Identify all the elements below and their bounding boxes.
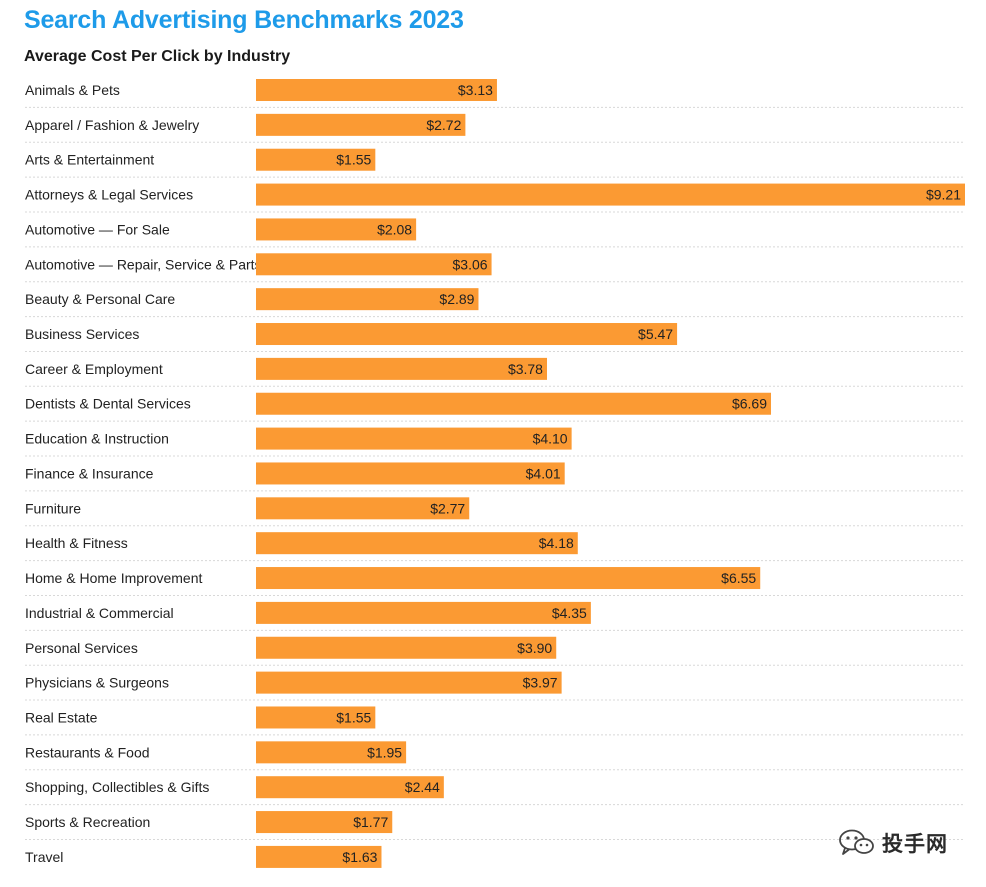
bar	[256, 845, 382, 868]
value-label: $1.63	[342, 849, 377, 865]
bar	[256, 567, 761, 590]
bar	[256, 183, 965, 206]
category-label: Real Estate	[25, 709, 98, 725]
watermark: 投手网	[838, 828, 948, 858]
category-label: Animals & Pets	[25, 82, 120, 98]
bar	[256, 497, 470, 520]
bar	[256, 811, 393, 834]
category-label: Dentists & Dental Services	[25, 396, 191, 412]
value-label: $3.78	[508, 361, 543, 377]
category-label: Physicians & Surgeons	[25, 675, 169, 691]
value-label: $2.89	[439, 291, 474, 307]
chart-title: Search Advertising Benchmarks 2023	[24, 6, 464, 34]
bar	[256, 218, 417, 241]
value-label: $2.77	[430, 500, 465, 516]
bar	[256, 113, 466, 136]
bar	[256, 532, 578, 555]
bar	[256, 671, 562, 694]
value-label: $3.97	[523, 675, 558, 691]
bar	[256, 323, 678, 346]
category-label: Attorneys & Legal Services	[25, 187, 193, 203]
category-label: Furniture	[25, 500, 81, 516]
bar	[256, 79, 497, 101]
category-label: Health & Fitness	[25, 535, 128, 551]
category-label: Career & Employment	[25, 361, 163, 377]
category-label: Finance & Insurance	[25, 465, 154, 481]
value-label: $1.77	[353, 814, 388, 830]
category-label: Automotive — For Sale	[25, 221, 170, 237]
bar	[256, 636, 557, 659]
bar	[256, 357, 547, 380]
category-label: Personal Services	[25, 640, 138, 656]
category-label: Home & Home Improvement	[25, 570, 203, 586]
value-label: $3.06	[453, 256, 488, 272]
value-label: $2.44	[405, 779, 440, 795]
bar	[256, 462, 565, 485]
bar	[256, 776, 444, 799]
bar	[256, 601, 591, 624]
value-label: $3.13	[458, 82, 493, 98]
value-label: $2.08	[377, 221, 412, 237]
value-label: $4.18	[539, 535, 574, 551]
category-label: Sports & Recreation	[25, 814, 150, 830]
category-label: Industrial & Commercial	[25, 605, 174, 621]
category-label: Beauty & Personal Care	[25, 291, 175, 307]
bar	[256, 392, 772, 415]
value-label: $1.55	[336, 709, 371, 725]
value-label: $4.35	[552, 605, 587, 621]
value-label: $3.90	[517, 640, 552, 656]
category-label: Business Services	[25, 326, 139, 342]
category-label: Travel	[25, 849, 63, 865]
category-label: Education & Instruction	[25, 431, 169, 447]
bar	[256, 253, 492, 276]
category-label: Automotive — Repair, Service & Parts	[25, 256, 262, 272]
bar	[256, 706, 376, 729]
value-label: $6.69	[732, 396, 767, 412]
chart-subtitle: Average Cost Per Click by Industry	[24, 48, 291, 65]
wechat-icon	[839, 829, 874, 855]
watermark-text: 投手网	[882, 832, 948, 856]
value-label: $9.21	[926, 187, 961, 203]
category-label: Restaurants & Food	[25, 744, 150, 760]
bar	[256, 741, 407, 764]
value-label: $1.95	[367, 744, 402, 760]
category-label: Arts & Entertainment	[25, 152, 154, 168]
category-label: Shopping, Collectibles & Gifts	[25, 779, 209, 795]
value-label: $5.47	[638, 326, 673, 342]
value-label: $6.55	[721, 570, 756, 586]
bar	[256, 148, 376, 171]
category-label: Apparel / Fashion & Jewelry	[25, 117, 199, 133]
value-label: $1.55	[336, 152, 371, 168]
bar	[256, 427, 572, 450]
value-label: $4.10	[533, 431, 568, 447]
value-label: $4.01	[526, 465, 561, 481]
value-label: $2.72	[426, 117, 461, 133]
bar	[256, 288, 479, 311]
